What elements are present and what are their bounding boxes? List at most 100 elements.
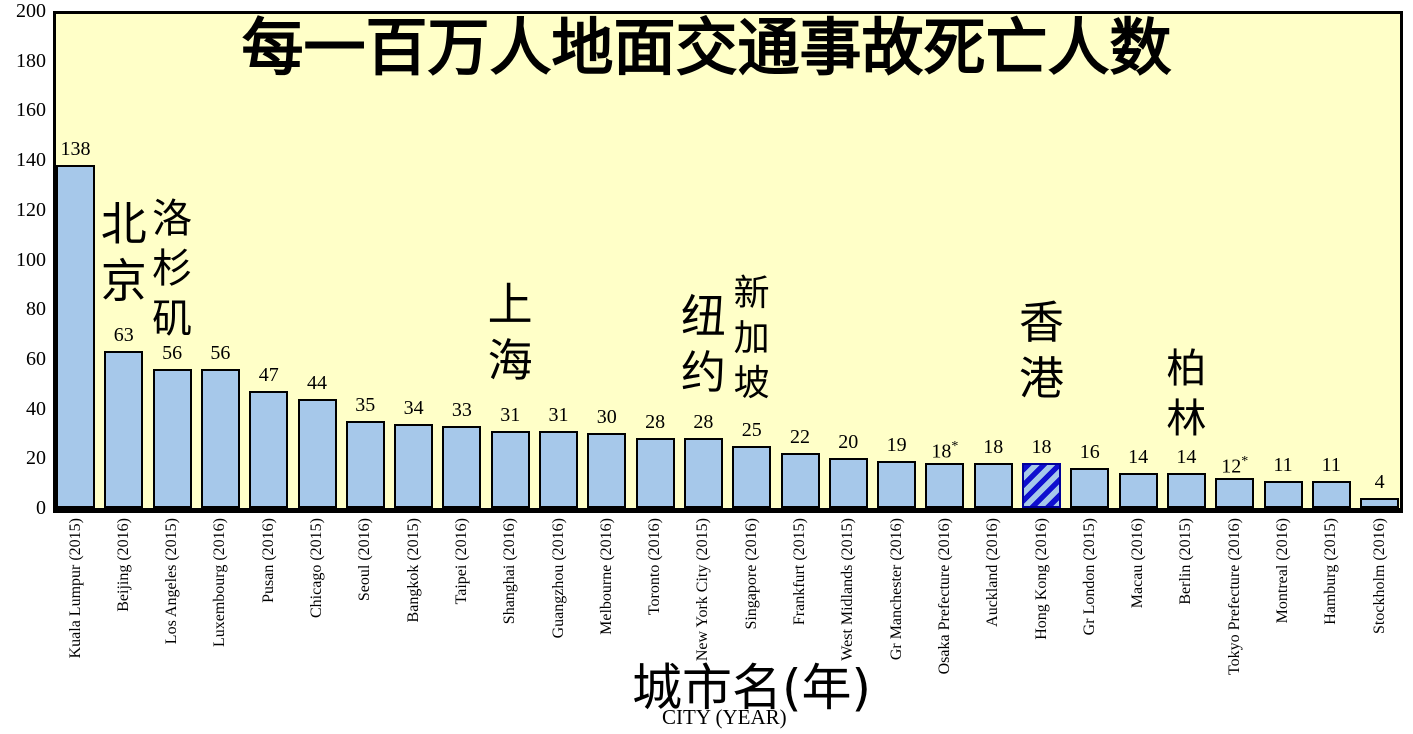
bar — [539, 431, 578, 508]
bar — [200, 369, 240, 508]
y-tick-label: 40 — [26, 397, 46, 420]
x-tick-label: Luxembourg (2016) — [211, 518, 229, 648]
bar-value-label: 20 — [838, 431, 859, 453]
x-tick-label: Guangzhou (2016) — [549, 518, 567, 639]
bar — [56, 165, 95, 508]
x-tick-label: Montreal (2016) — [1274, 518, 1291, 624]
bar — [780, 453, 820, 508]
bar-value-label: 30 — [596, 406, 617, 428]
bar — [1070, 468, 1110, 508]
bar — [1311, 481, 1351, 508]
x-tick-label: Gr London (2015) — [1080, 518, 1098, 636]
cjk-annotation: 柏林 — [1166, 346, 1207, 442]
y-tick-label: 140 — [16, 149, 46, 172]
x-tick-label: Toronto (2016) — [646, 518, 664, 616]
bar — [1360, 498, 1400, 508]
y-tick-label: 80 — [26, 298, 46, 321]
cjk-annotation: 新加坡 — [733, 273, 770, 404]
bar-value-label: 35 — [355, 394, 376, 416]
bar-value-label: 12* — [1221, 454, 1249, 478]
y-tick-label: 100 — [16, 248, 46, 271]
y-tick-label: 60 — [26, 347, 46, 370]
x-tick-label: Gr Manchester (2016) — [887, 518, 905, 661]
x-tick-label: Osaka Prefecture (2016) — [935, 518, 953, 675]
bar — [1215, 478, 1255, 508]
bar-value-label: 56 — [210, 342, 231, 364]
bar-value-label: 138 — [60, 138, 91, 160]
bar-value-label: 28 — [645, 411, 666, 433]
x-tick-label: Kuala Lumpur (2015) — [66, 518, 84, 659]
x-tick-label: West Midlands (2015) — [839, 518, 857, 661]
bar — [587, 433, 627, 508]
bar — [345, 421, 385, 508]
cjk-annotation: 北京 — [100, 197, 147, 308]
bar — [1263, 481, 1303, 508]
bar-value-label: 18 — [983, 436, 1004, 458]
bar-value-label: 34 — [403, 397, 424, 419]
cjk-annotation: 香港 — [1018, 296, 1064, 405]
bar — [394, 424, 434, 508]
bar — [1166, 473, 1206, 508]
bar — [152, 369, 192, 508]
x-tick-label: Hamburg (2015) — [1322, 518, 1340, 625]
bar-value-label: 22 — [790, 426, 810, 448]
x-tick-label: Pusan (2016) — [259, 518, 277, 603]
bar — [828, 458, 868, 508]
bar — [925, 463, 965, 508]
x-tick-label: Melbourne (2016) — [597, 518, 615, 635]
bar — [442, 426, 482, 508]
bar — [635, 438, 675, 508]
x-tick-label: Macau (2016) — [1129, 518, 1147, 609]
x-tick-label: Singapore (2016) — [742, 518, 760, 630]
bar — [104, 351, 144, 508]
x-tick-label: Seoul (2016) — [356, 518, 374, 602]
bar-value-label: 11 — [1321, 454, 1341, 476]
x-tick-label: Taipei (2016) — [452, 518, 470, 605]
x-tick-label: Berlin (2015) — [1177, 518, 1195, 605]
bar — [973, 463, 1013, 508]
x-tick-label: Los Angeles (2015) — [163, 518, 181, 645]
bar-value-label: 14 — [1176, 446, 1197, 468]
bar-value-label: 31 — [500, 404, 521, 426]
x-tick-label: Frankfurt (2015) — [791, 518, 808, 626]
x-tick-label: Hong Kong (2016) — [1032, 518, 1050, 640]
bar-value-label: 16 — [1079, 441, 1100, 463]
bar — [249, 391, 289, 508]
x-tick-label: Bangkok (2015) — [404, 518, 422, 623]
y-tick-label: 200 — [16, 0, 46, 22]
y-tick-label: 120 — [16, 198, 46, 221]
bar — [877, 461, 917, 508]
x-tick-label: Beijing (2016) — [114, 518, 132, 612]
bar — [1118, 473, 1158, 508]
cjk-annotation: 洛杉矶 — [152, 196, 193, 342]
bar-value-label: 25 — [741, 419, 762, 441]
bar-value-label: 14 — [1128, 446, 1149, 468]
bar — [683, 438, 723, 508]
bar-value-label: 18* — [931, 439, 959, 463]
x-axis-title-english: CITY (YEAR) — [662, 705, 787, 729]
bar-value-label: 31 — [548, 404, 569, 426]
bar-value-label: 56 — [162, 342, 183, 364]
cjk-annotation: 纽约 — [680, 290, 726, 399]
x-tick-label: Auckland (2016) — [984, 518, 1002, 627]
y-tick-label: 160 — [16, 99, 46, 122]
y-tick-label: 20 — [26, 447, 46, 470]
bar-value-label: 28 — [693, 411, 714, 433]
chart-title: 每一百万人地面交通事故死亡人数 — [241, 11, 1172, 84]
x-tick-label: Chicago (2015) — [308, 518, 325, 618]
bar — [490, 431, 530, 508]
x-tick-label: Tokyo Prefecture (2016) — [1225, 518, 1243, 676]
bar-value-label: 33 — [451, 399, 472, 421]
bar-value-label: 11 — [1273, 454, 1293, 476]
cjk-annotation: 上海 — [487, 278, 533, 387]
x-tick-label: Shanghai (2016) — [501, 518, 519, 625]
bar-value-label: 19 — [886, 434, 907, 456]
bar-value-label: 4 — [1374, 471, 1385, 493]
bar — [297, 399, 337, 508]
x-tick-label: Stockholm (2016) — [1370, 518, 1388, 634]
bar-value-label: 47 — [258, 364, 279, 386]
y-tick-label: 180 — [16, 49, 46, 72]
bar — [732, 446, 772, 508]
x-axis-title-chinese: 城市名(年) — [632, 659, 872, 717]
